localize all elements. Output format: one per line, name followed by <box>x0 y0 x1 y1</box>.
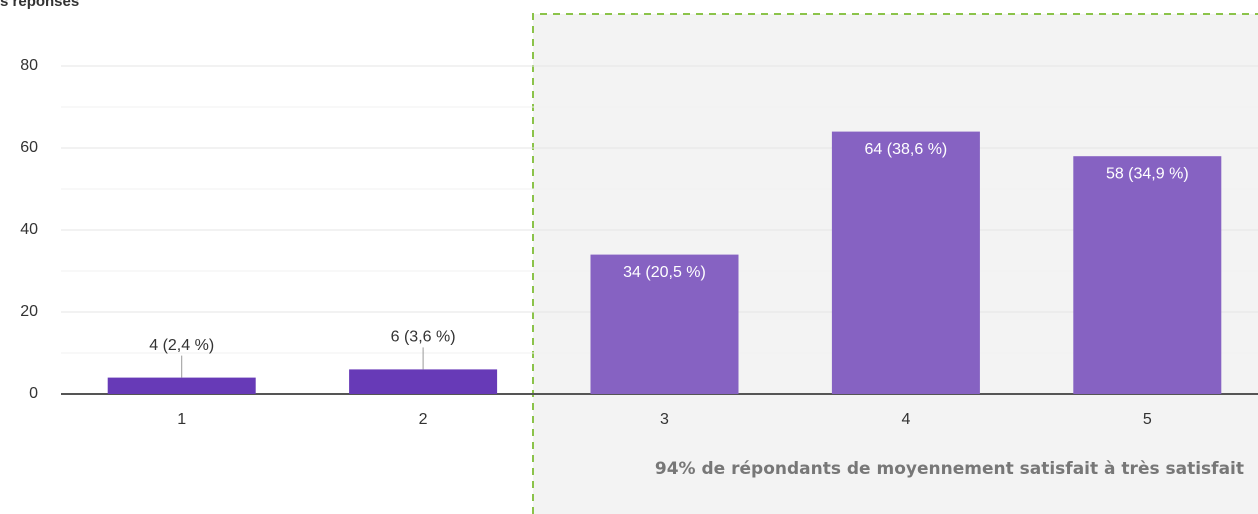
data-label: 6 (3,6 %) <box>391 329 456 346</box>
x-tick-label: 4 <box>901 411 910 428</box>
y-tick-label: 40 <box>20 221 38 238</box>
highlight-border <box>532 13 1258 514</box>
data-label: 34 (20,5 %) <box>623 264 706 281</box>
data-label: 58 (34,9 %) <box>1106 165 1189 182</box>
data-label: 64 (38,6 %) <box>865 141 948 158</box>
annotation: 94% de répondants de moyennement satisfa… <box>655 459 1244 479</box>
bar <box>590 254 739 394</box>
bar <box>107 377 256 394</box>
y-axis-label: s réponses <box>0 0 79 10</box>
y-tick-label: 80 <box>20 57 38 74</box>
x-tick-label: 1 <box>177 411 186 428</box>
x-tick-label: 5 <box>1143 411 1152 428</box>
data-label: 4 (2,4 %) <box>149 337 214 354</box>
y-tick-label: 0 <box>29 385 38 402</box>
y-tick-label: 20 <box>20 303 38 320</box>
x-tick-label: 2 <box>419 411 428 428</box>
bar <box>349 369 498 394</box>
bar <box>831 131 980 394</box>
x-tick-label: 3 <box>660 411 669 428</box>
y-tick-label: 60 <box>20 139 38 156</box>
bar <box>1073 156 1222 394</box>
